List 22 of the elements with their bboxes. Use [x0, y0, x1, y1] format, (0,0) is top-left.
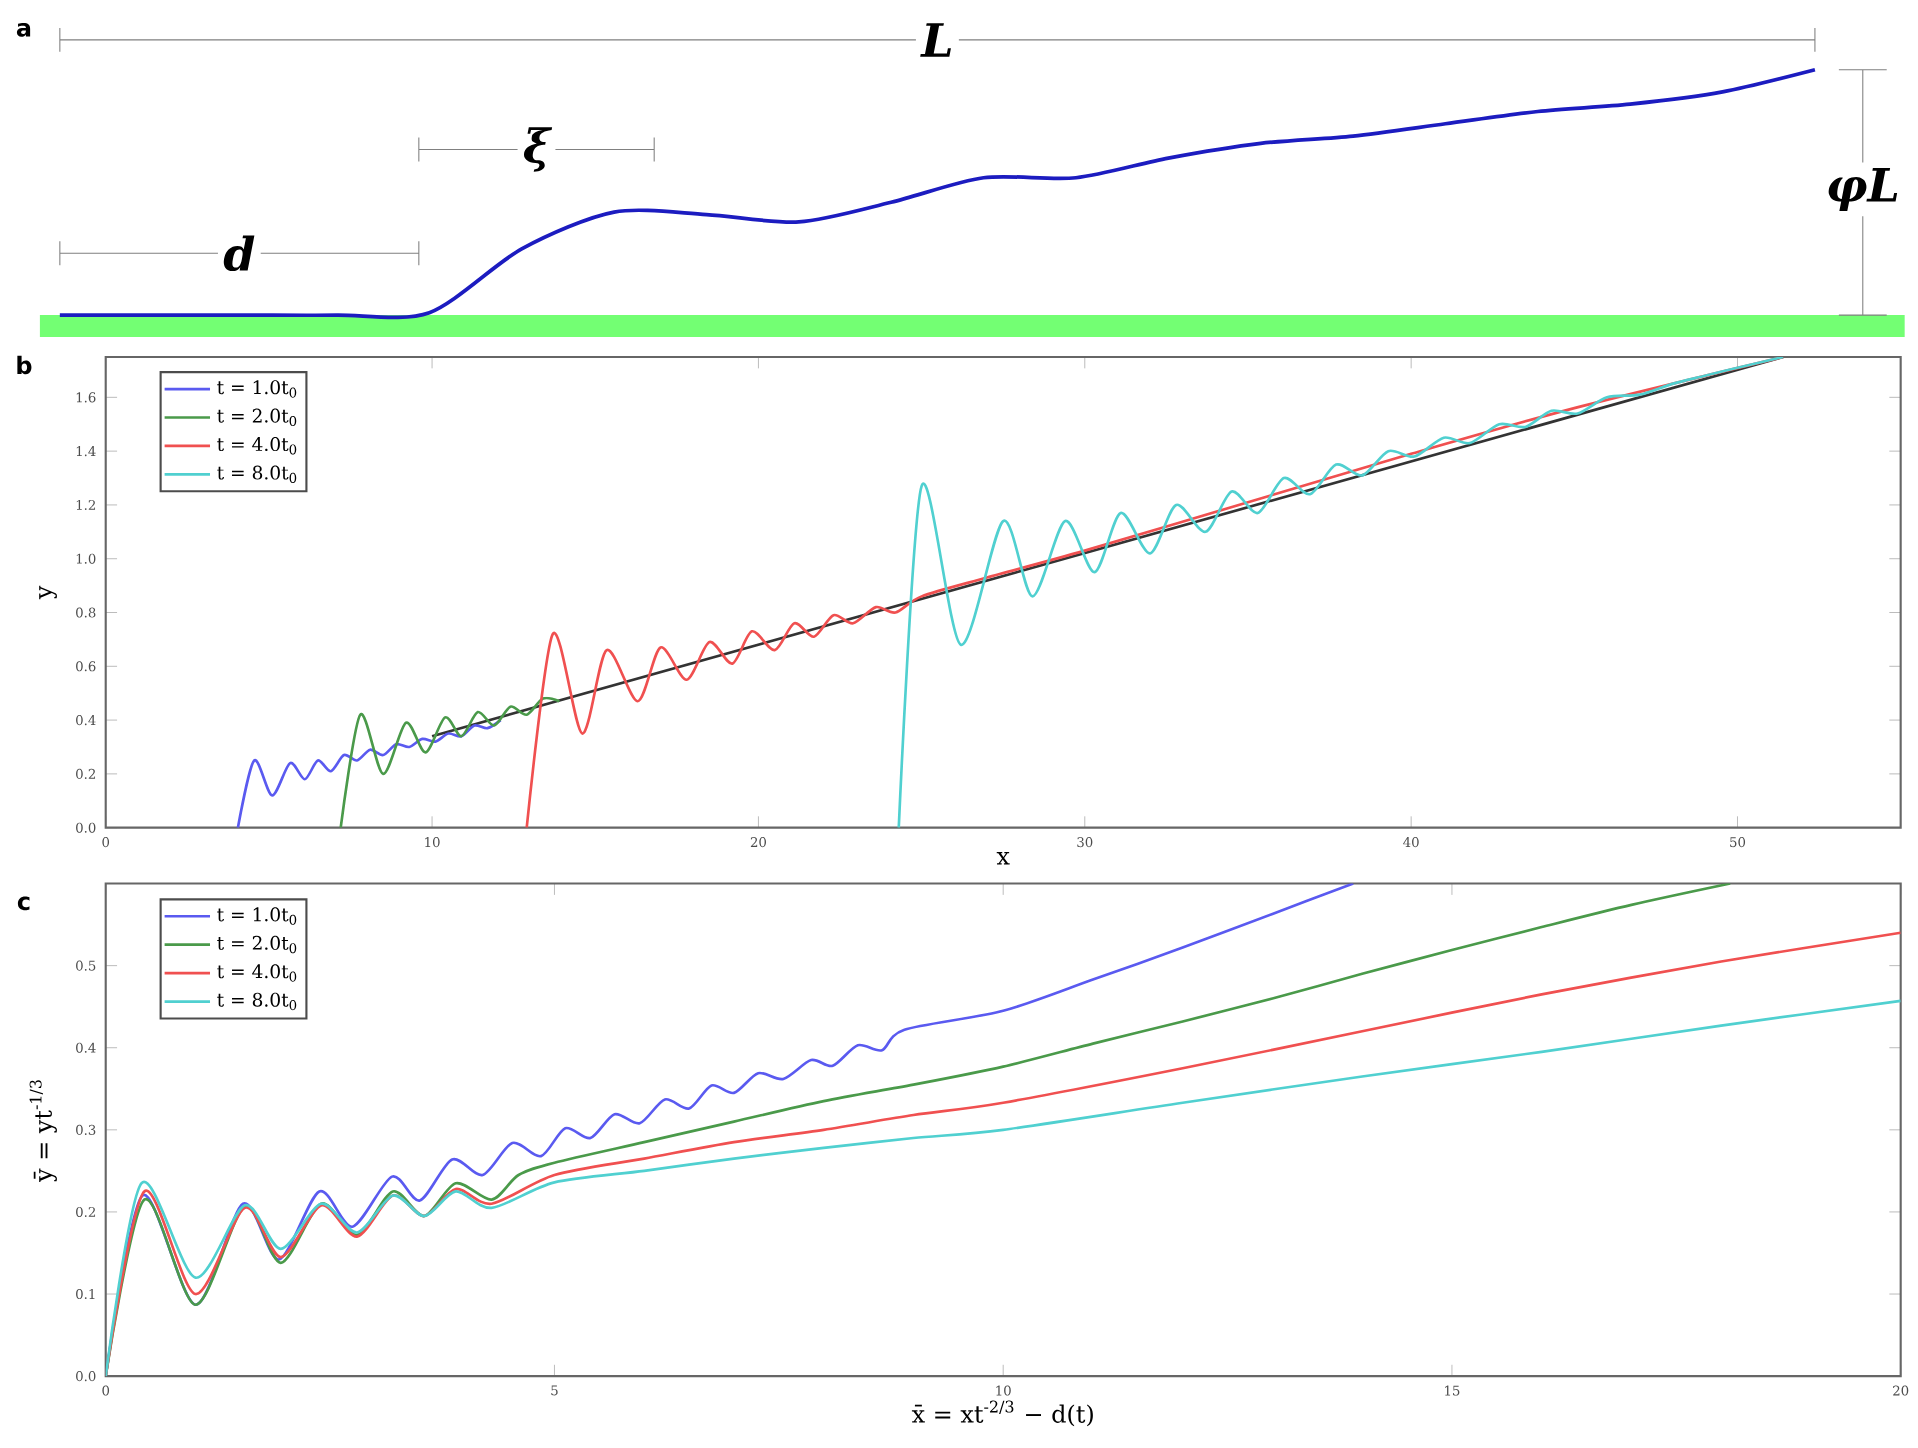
- line-series: [339, 696, 561, 828]
- legend-label: t = 4.0t$_{0}$: [217, 437, 297, 455]
- annotation: φL: [1828, 167, 1898, 212]
- text: b: [17, 355, 32, 375]
- legend-label: t = 1.0t$_{0}$: [217, 907, 297, 925]
- y-axis-title: ȳ = yt$^{-1/3}$: [29, 1080, 57, 1183]
- legend-label: t = 2.0t$_{0}$: [217, 408, 297, 427]
- text: a: [16, 23, 31, 37]
- annotation: ξ: [523, 127, 553, 172]
- annotation: d: [223, 235, 255, 272]
- legend-label: t = 8.0t$_{0}$: [217, 465, 297, 483]
- text: c: [17, 896, 30, 911]
- x-axis-title: x̄ = xt$^{-2/3}$ − d(t): [911, 1400, 1093, 1427]
- text: L: [920, 23, 951, 57]
- line-series: [236, 718, 502, 828]
- line-series: [897, 357, 1785, 828]
- legend-label: t = 8.0t$_{0}$: [217, 992, 297, 1011]
- legend-label: t = 4.0t$_{0}$: [217, 964, 297, 982]
- x-axis-title: x: [996, 852, 1010, 865]
- legend-label: t = 1.0t$_{0}$: [217, 380, 297, 398]
- legend-label: t = 2.0t$_{0}$: [217, 935, 297, 954]
- y-axis-title: y: [39, 585, 57, 600]
